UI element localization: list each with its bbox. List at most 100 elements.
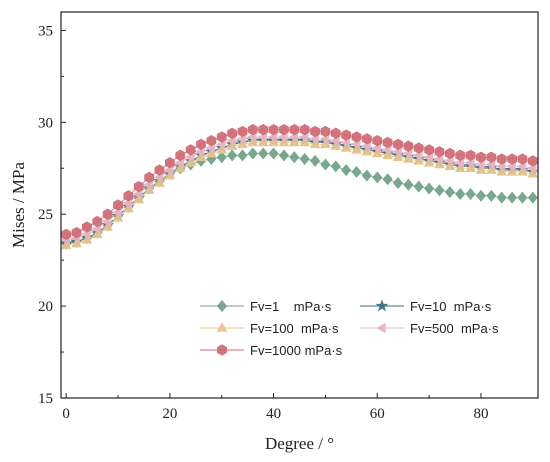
- data-point: [330, 160, 341, 173]
- data-point: [278, 149, 289, 162]
- data-point: [247, 124, 258, 136]
- data-point: [258, 124, 269, 136]
- data-point: [496, 153, 507, 165]
- data-point: [144, 171, 155, 184]
- legend-item: Fv=100 mPa·s: [200, 321, 339, 336]
- data-point: [517, 191, 528, 204]
- data-point: [393, 176, 404, 189]
- data-point: [299, 124, 310, 136]
- data-point: [486, 189, 497, 202]
- data-point: [92, 215, 103, 228]
- legend-marker: [217, 300, 227, 312]
- data-point: [289, 124, 300, 136]
- data-point: [424, 182, 435, 195]
- x-tick-label: 40: [266, 406, 281, 422]
- data-point: [455, 149, 466, 161]
- series-line: [66, 142, 533, 246]
- data-point: [310, 154, 321, 167]
- data-point: [517, 153, 528, 165]
- series-3: [60, 136, 539, 250]
- data-point: [486, 151, 497, 163]
- data-point: [237, 149, 248, 162]
- legend-label: Fv=1000 mPa·s: [250, 343, 343, 358]
- data-point: [258, 147, 269, 160]
- data-point: [434, 146, 445, 158]
- data-point: [413, 180, 424, 193]
- data-point: [455, 187, 466, 200]
- data-point: [475, 189, 486, 202]
- data-point: [247, 147, 258, 160]
- data-point: [185, 144, 196, 156]
- ticks-layer: 0 20 40 60 80 15 20 25 30 35: [38, 23, 488, 422]
- data-point: [444, 186, 455, 199]
- data-point: [362, 133, 372, 145]
- data-point: [382, 136, 393, 149]
- data-point: [133, 180, 144, 193]
- plot-frame: [60, 11, 539, 399]
- data-point: [361, 169, 372, 182]
- y-axis-title: Mises / MPa: [9, 162, 28, 248]
- series-2: [59, 134, 540, 249]
- series-5: [61, 124, 538, 241]
- legend: Fv=1 mPa·s Fv=10 mPa·s Fv=100 mPa·s Fv=500 …: [200, 299, 499, 358]
- data-point: [196, 138, 206, 150]
- series-4: [60, 131, 537, 246]
- legend-item: Fv=1 mPa·s: [200, 299, 332, 314]
- data-point: [434, 184, 445, 197]
- data-point: [227, 127, 237, 139]
- data-point: [102, 208, 113, 220]
- data-point: [268, 147, 279, 160]
- data-point: [279, 124, 289, 136]
- series-layer: [59, 124, 540, 250]
- data-point: [341, 164, 352, 177]
- data-point: [382, 173, 393, 186]
- series-line: [66, 140, 533, 245]
- legend-label: Fv=1 mPa·s: [250, 299, 332, 314]
- legend-item: Fv=500 mPa·s: [360, 321, 499, 336]
- x-tick-label: 60: [370, 406, 385, 422]
- y-tick-label: 30: [38, 115, 53, 131]
- x-tick-label: 0: [62, 406, 70, 422]
- data-point: [320, 125, 331, 138]
- data-point: [341, 129, 352, 141]
- legend-label: Fv=500 mPa·s: [410, 321, 499, 336]
- data-point: [227, 149, 238, 162]
- data-point: [299, 153, 310, 166]
- data-point: [372, 171, 383, 184]
- legend-marker: [217, 344, 227, 356]
- data-point: [507, 153, 517, 165]
- data-point: [82, 221, 92, 233]
- data-point: [351, 165, 362, 178]
- legend-marker: [376, 322, 386, 334]
- data-point: [424, 144, 434, 156]
- legend-label: Fv=100 mPa·s: [250, 321, 339, 336]
- data-point: [237, 125, 248, 138]
- legend-item: Fv=1000 mPa·s: [200, 343, 343, 358]
- data-point: [527, 155, 538, 167]
- legend-marker: [216, 322, 228, 332]
- data-point: [476, 151, 486, 163]
- data-point: [444, 147, 455, 160]
- data-point: [393, 138, 403, 150]
- data-point: [289, 151, 300, 164]
- data-point: [113, 199, 123, 211]
- series-line: [66, 129, 533, 235]
- y-tick-label: 15: [38, 391, 53, 407]
- data-point: [507, 191, 518, 204]
- data-point: [123, 190, 134, 202]
- data-point: [403, 140, 414, 152]
- data-point: [413, 142, 424, 154]
- data-point: [465, 149, 476, 161]
- data-point: [175, 149, 186, 161]
- data-point: [310, 125, 320, 138]
- y-tick-label: 25: [38, 207, 53, 223]
- data-point: [216, 131, 227, 143]
- y-tick-label: 20: [38, 299, 53, 315]
- x-tick-label: 80: [473, 406, 488, 422]
- data-point: [320, 158, 331, 171]
- data-point: [268, 124, 279, 136]
- data-point: [403, 178, 414, 191]
- data-point: [351, 131, 362, 143]
- x-axis-title: Degree / °: [265, 434, 334, 453]
